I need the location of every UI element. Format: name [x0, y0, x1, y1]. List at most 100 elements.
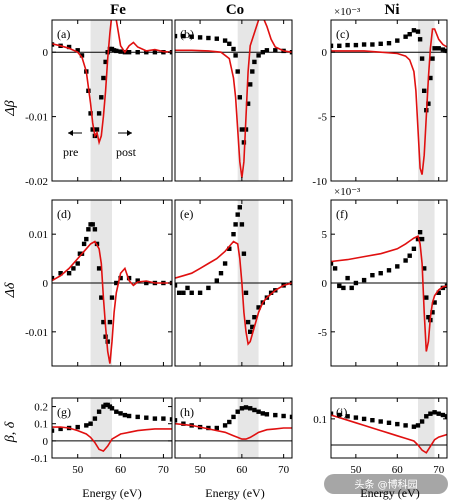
row-y-labels: Δβ Δδ β, δ: [3, 100, 18, 443]
data-point-square: [250, 69, 254, 73]
data-point-square: [412, 247, 416, 251]
data-point-square: [424, 295, 428, 299]
data-point-square: [244, 291, 248, 295]
panel-label: (a): [57, 27, 70, 41]
data-point-square: [101, 76, 105, 80]
panel-i: 50 60 700.1(i): [313, 398, 449, 476]
row-ylabel-delta-delta: Δδ: [3, 282, 18, 298]
data-point-square: [354, 415, 358, 419]
data-point-square: [261, 50, 265, 54]
data-point-square: [430, 56, 434, 60]
data-point-square: [181, 291, 185, 295]
data-point-square: [118, 411, 122, 415]
data-point-square: [437, 412, 441, 416]
y-tick-label: 0: [322, 47, 328, 59]
panel-label: (b): [180, 27, 194, 41]
data-point-square: [114, 410, 118, 414]
data-point-square: [422, 89, 426, 93]
x-tick-label: 60: [236, 464, 248, 476]
data-point-square: [281, 414, 285, 418]
y-tick-label: -0.02: [25, 176, 48, 188]
data-point-square: [337, 284, 341, 288]
data-point-square: [437, 46, 441, 50]
right-arrow-icon: [127, 130, 132, 136]
data-point-square: [238, 205, 242, 209]
series-line-red: [175, 424, 292, 439]
data-point-square: [333, 266, 337, 270]
row-ylabel-delta-beta: Δβ: [3, 100, 18, 116]
data-point-square: [153, 416, 157, 420]
data-point-square: [99, 95, 103, 99]
data-point-square: [231, 47, 235, 51]
data-point-square: [82, 242, 86, 246]
xlabel-co: Energy (eV): [205, 486, 264, 500]
data-point-square: [84, 423, 88, 427]
data-point-square: [418, 37, 422, 41]
data-point-square: [424, 414, 428, 418]
data-point-square: [379, 419, 383, 423]
y-tick-label: 0.1: [313, 414, 327, 426]
data-point-square: [219, 271, 223, 275]
data-point-square: [441, 413, 445, 417]
data-point-square: [273, 413, 277, 417]
data-point-square: [240, 222, 244, 226]
shaded-region: [418, 20, 435, 181]
annotation-pre: pre: [63, 145, 78, 159]
data-point-square: [248, 82, 252, 86]
data-point-square: [206, 286, 210, 290]
data-point-square: [198, 291, 202, 295]
panel-label: (i): [336, 405, 347, 419]
data-point-square: [370, 42, 374, 46]
data-point-square: [238, 95, 242, 99]
data-point-square: [76, 425, 80, 429]
data-point-square: [246, 320, 250, 324]
data-point-square: [71, 266, 75, 270]
data-point-square: [265, 48, 269, 52]
panel-label: (e): [180, 207, 193, 221]
panel-label: (c): [336, 27, 349, 41]
y-tick-label: 0: [43, 47, 49, 59]
data-point-square: [161, 416, 165, 420]
data-point-square: [345, 276, 349, 280]
data-point-square: [362, 278, 366, 282]
data-point-square: [240, 127, 244, 131]
data-point-square: [118, 49, 122, 53]
panel-label: (h): [180, 405, 194, 419]
panel-a: 0 -0.01 -0.02 (a) pre post: [25, 7, 174, 188]
data-point-square: [432, 410, 436, 414]
data-point-square: [88, 422, 92, 426]
panel-label: (f): [336, 207, 348, 221]
data-point-square: [97, 266, 101, 270]
data-point-square: [416, 423, 420, 427]
x-tick-label: 70: [278, 464, 290, 476]
data-point-square: [76, 261, 80, 265]
data-point-square: [93, 227, 97, 231]
data-point-square: [416, 29, 420, 33]
data-point-square: [231, 415, 235, 419]
data-point-square: [97, 111, 101, 115]
data-point-square: [244, 405, 248, 409]
data-point-square: [337, 44, 341, 48]
y-tick-label: 0: [322, 278, 328, 290]
data-point-square: [403, 423, 407, 427]
data-point-square: [408, 254, 412, 258]
panel-c: 0 -5 -10 (c) ×10⁻³: [312, 6, 449, 188]
data-point-square: [350, 286, 354, 290]
data-point-square: [362, 42, 366, 46]
data-point-square: [256, 410, 260, 414]
panel-d: 0.01 0 -0.01 (d): [25, 200, 174, 366]
shaded-region: [238, 20, 259, 181]
data-point-square: [108, 320, 112, 324]
data-point-square: [206, 36, 210, 40]
y-tick-label: 0: [43, 278, 49, 290]
data-point-square: [441, 47, 445, 51]
data-point-square: [223, 423, 227, 427]
xlabel-fe: Energy (eV): [82, 486, 141, 500]
data-point-square: [231, 232, 235, 236]
panel-b: (b): [173, 17, 294, 181]
data-point-square: [136, 50, 140, 54]
data-point-square: [127, 50, 131, 54]
data-point-square: [136, 415, 140, 419]
data-point-square: [236, 212, 240, 216]
